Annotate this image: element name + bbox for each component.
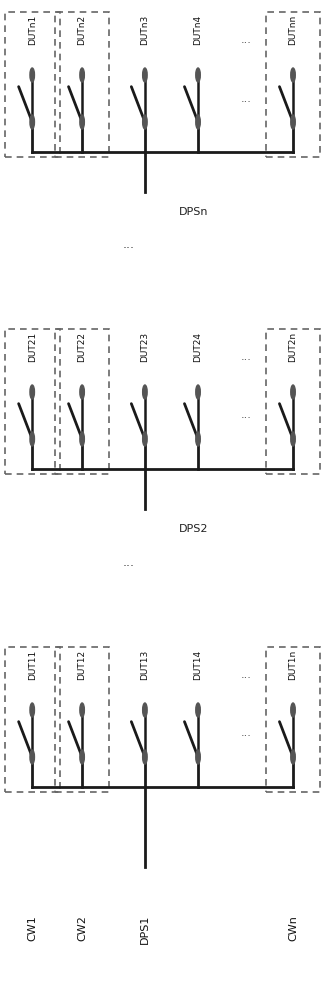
Circle shape: [291, 385, 295, 399]
Bar: [266, 647, 320, 792]
Bar: [55, 329, 109, 474]
Text: DUTn1: DUTn1: [28, 15, 37, 45]
Circle shape: [196, 750, 200, 764]
Circle shape: [196, 115, 200, 129]
Bar: [5, 329, 60, 474]
Text: DUT14: DUT14: [194, 650, 203, 680]
Circle shape: [80, 750, 84, 764]
Circle shape: [80, 385, 84, 399]
Bar: [266, 12, 320, 157]
Text: DUTnn: DUTnn: [289, 15, 298, 45]
Text: DPSn: DPSn: [178, 207, 208, 217]
Circle shape: [196, 432, 200, 446]
Circle shape: [143, 385, 147, 399]
Text: DUT22: DUT22: [78, 332, 87, 362]
Circle shape: [80, 115, 84, 129]
Circle shape: [196, 703, 200, 717]
Circle shape: [143, 68, 147, 82]
Circle shape: [143, 750, 147, 764]
Text: DUT12: DUT12: [78, 650, 87, 680]
Text: DUT24: DUT24: [194, 332, 203, 362]
Text: DUT2n: DUT2n: [289, 332, 298, 362]
Bar: [55, 647, 109, 792]
Circle shape: [291, 703, 295, 717]
Text: DUTn4: DUTn4: [194, 15, 203, 45]
Bar: [266, 329, 320, 474]
Text: DUT13: DUT13: [140, 650, 149, 680]
Circle shape: [196, 385, 200, 399]
Text: DUT23: DUT23: [140, 332, 149, 362]
Text: ...: ...: [241, 94, 252, 104]
Circle shape: [143, 432, 147, 446]
Bar: [5, 647, 60, 792]
Text: DUT11: DUT11: [28, 650, 37, 680]
Circle shape: [80, 703, 84, 717]
Bar: [55, 12, 109, 157]
Text: DUTn2: DUTn2: [78, 15, 87, 45]
Text: DUTn3: DUTn3: [140, 15, 149, 45]
Circle shape: [291, 750, 295, 764]
Text: DUT1n: DUT1n: [289, 650, 298, 680]
Circle shape: [30, 432, 34, 446]
Circle shape: [291, 68, 295, 82]
Circle shape: [291, 115, 295, 129]
Text: CWn: CWn: [288, 915, 298, 941]
Circle shape: [30, 750, 34, 764]
Text: DPS2: DPS2: [178, 524, 208, 534]
Text: CW2: CW2: [77, 915, 87, 941]
Text: ...: ...: [241, 410, 252, 420]
Circle shape: [196, 68, 200, 82]
Text: CW1: CW1: [27, 915, 37, 941]
Text: ...: ...: [241, 352, 252, 362]
Bar: [5, 12, 60, 157]
Text: ...: ...: [241, 35, 252, 45]
Text: DPS1: DPS1: [140, 915, 150, 944]
Circle shape: [143, 703, 147, 717]
Circle shape: [30, 703, 34, 717]
Text: ...: ...: [123, 238, 135, 251]
Circle shape: [143, 115, 147, 129]
Circle shape: [30, 115, 34, 129]
Circle shape: [30, 68, 34, 82]
Circle shape: [30, 385, 34, 399]
Text: ...: ...: [241, 728, 252, 738]
Text: ...: ...: [123, 556, 135, 568]
Text: ...: ...: [241, 670, 252, 680]
Circle shape: [80, 432, 84, 446]
Text: DUT21: DUT21: [28, 332, 37, 362]
Circle shape: [291, 432, 295, 446]
Circle shape: [80, 68, 84, 82]
